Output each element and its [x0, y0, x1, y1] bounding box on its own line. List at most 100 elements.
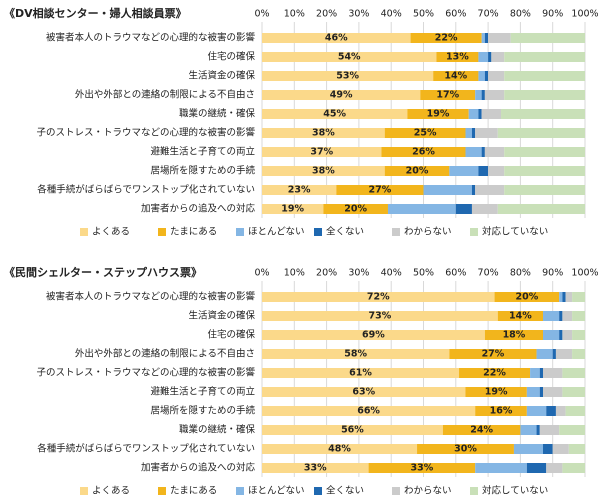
data-label: 20%	[406, 166, 429, 177]
data-label: 14%	[444, 71, 467, 82]
bar-segment	[559, 292, 563, 302]
x-tick-label: 40%	[381, 9, 402, 20]
bar-segment	[436, 52, 479, 62]
y-tick-label: 子のストレス・トラウマなどの心理的な被害の影響	[36, 127, 255, 139]
legend-label: よくある	[92, 486, 130, 497]
y-tick-label: 職業の継続・確保	[179, 424, 256, 436]
data-label: 20%	[344, 204, 367, 215]
bar-segment	[262, 425, 443, 435]
bar-segment	[478, 109, 482, 119]
legend-swatch	[392, 228, 400, 236]
bar-segment	[559, 425, 585, 435]
bar-segment	[475, 90, 482, 100]
bar-segment	[262, 109, 408, 119]
bar-segment	[562, 387, 585, 397]
bar-segment	[368, 463, 476, 473]
bar-segment	[559, 311, 563, 321]
y-tick-label: 生活資金の確保	[188, 310, 255, 322]
x-tick-label: 50%	[413, 9, 434, 20]
x-tick-label: 80%	[510, 268, 531, 279]
x-tick-label: 90%	[542, 9, 563, 20]
chart-title: 《民間シェルター・ステップハウス票》	[4, 265, 202, 279]
bar-segment	[459, 368, 531, 378]
bar-segment	[497, 311, 544, 321]
bar-segment	[484, 147, 505, 157]
bar-segment	[504, 52, 585, 62]
bar-segment	[543, 387, 563, 397]
bar-segment	[562, 330, 573, 340]
x-tick-label: 60%	[445, 9, 466, 20]
bar-segment	[539, 425, 560, 435]
legend-swatch	[314, 228, 322, 236]
bar-segment	[420, 90, 476, 100]
data-label: 53%	[336, 71, 359, 82]
bar-segment	[323, 204, 388, 214]
x-tick-label: 70%	[478, 268, 499, 279]
bar-segment	[572, 349, 585, 359]
y-tick-label: 外出や外部との連絡の制限による不自由さ	[75, 89, 255, 101]
legend-swatch	[236, 228, 244, 236]
legend-label: ほとんどない	[248, 227, 305, 238]
x-tick-label: 90%	[542, 268, 563, 279]
bar-segment	[262, 406, 476, 416]
x-tick-label: 0%	[254, 9, 269, 20]
bar-segment	[530, 368, 540, 378]
bar-segment	[387, 204, 456, 214]
bar-segment	[262, 147, 382, 157]
bar-segment	[565, 292, 573, 302]
legend-swatch	[314, 487, 322, 495]
legend-swatch	[158, 487, 166, 495]
bar-segment	[481, 109, 502, 119]
bar-segment	[546, 406, 556, 416]
bar-segment	[555, 349, 573, 359]
bar-segment	[471, 185, 476, 195]
legend-label: わからない	[404, 486, 452, 497]
bar-segment	[484, 71, 489, 81]
data-label: 24%	[470, 425, 493, 436]
bar-segment	[384, 166, 450, 176]
data-label: 19%	[281, 204, 304, 215]
bar-segment	[471, 204, 498, 214]
x-tick-label: 60%	[445, 268, 466, 279]
data-label: 33%	[304, 463, 327, 474]
legend-label: 対応していない	[482, 226, 548, 238]
bar-segment	[262, 330, 485, 340]
bar-segment	[504, 185, 585, 195]
bar-segment	[559, 330, 563, 340]
y-tick-label: 住宅の確保	[207, 51, 255, 63]
bar-segment	[484, 330, 544, 340]
data-label: 23%	[288, 185, 311, 196]
data-label: 58%	[344, 349, 367, 360]
bar-segment	[442, 425, 521, 435]
x-tick-label: 100%	[571, 268, 598, 279]
bar-segment	[262, 71, 434, 81]
bar-segment	[475, 185, 505, 195]
legend-label: たまにある	[170, 486, 217, 497]
data-label: 38%	[312, 128, 335, 139]
bar-segment	[423, 185, 472, 195]
legend-swatch	[236, 487, 244, 495]
data-label: 66%	[357, 406, 380, 417]
data-label: 61%	[349, 368, 372, 379]
data-label: 22%	[435, 33, 458, 44]
legend-label: 全くない	[326, 226, 364, 238]
bar-segment	[262, 90, 421, 100]
x-tick-label: 40%	[381, 268, 402, 279]
bar-segment	[410, 33, 482, 43]
bar-segment	[262, 204, 324, 214]
data-label: 14%	[509, 311, 532, 322]
y-tick-label: 居場所を隠すための手続	[150, 165, 255, 177]
bar-segment	[491, 52, 505, 62]
bar-segment	[262, 185, 337, 195]
bar-segment	[565, 406, 585, 416]
data-label: 19%	[427, 109, 450, 120]
bar-segment	[484, 33, 489, 43]
data-label: 27%	[482, 349, 505, 360]
bar-segment	[433, 71, 479, 81]
bar-segment	[539, 387, 544, 397]
bar-segment	[546, 463, 563, 473]
bar-segment	[572, 292, 585, 302]
bar-segment	[407, 109, 469, 119]
bar-segment	[513, 444, 544, 454]
